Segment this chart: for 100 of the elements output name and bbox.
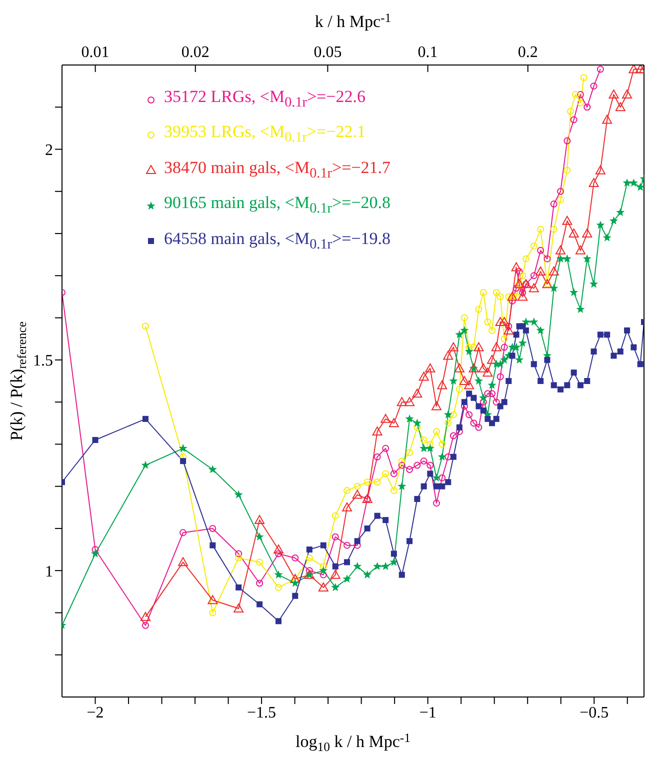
point: [275, 584, 282, 591]
point: [575, 245, 586, 254]
point: [459, 376, 470, 385]
point: [398, 458, 406, 465]
point: [382, 444, 390, 452]
point: [454, 363, 464, 372]
point: [432, 500, 440, 507]
point: [499, 317, 510, 326]
point: [536, 266, 546, 276]
point: [342, 502, 352, 512]
x2-tick-label: 0.1: [418, 44, 438, 61]
point: [404, 397, 415, 406]
point: [142, 322, 149, 330]
point: [576, 90, 584, 98]
point: [550, 200, 558, 208]
point: [256, 580, 264, 587]
point: [209, 524, 216, 532]
legend-label: 90165 main gals, <M$_{0.1r}$>=−20.8: [164, 192, 391, 219]
point: [505, 322, 512, 330]
x-tick-label: −1.5: [247, 704, 276, 722]
x2-tick-label: 0.05: [314, 44, 342, 61]
point: [420, 458, 428, 465]
y-tick-label: 1.5: [33, 352, 53, 370]
point: [388, 418, 399, 428]
point: [567, 108, 574, 115]
point: [466, 344, 473, 351]
point: [557, 196, 564, 204]
point: [537, 246, 544, 254]
point: [519, 272, 526, 280]
point: [235, 550, 242, 558]
point: [570, 116, 578, 124]
point: [380, 414, 391, 423]
point: [491, 342, 502, 352]
point: [504, 325, 514, 334]
point: [438, 474, 446, 482]
point: [518, 292, 528, 301]
point: [475, 424, 482, 431]
point: [548, 266, 559, 276]
point: [628, 65, 639, 74]
x-tick-label: −2: [86, 704, 104, 722]
point: [582, 228, 592, 238]
point: [537, 226, 544, 233]
point: [254, 515, 265, 524]
point: [390, 487, 398, 494]
point: [635, 65, 644, 74]
point: [464, 380, 474, 390]
point: [437, 380, 448, 390]
point: [374, 478, 381, 486]
x2-tick-label: 0.2: [518, 44, 538, 61]
point: [208, 595, 218, 604]
point: [426, 440, 434, 448]
point: [608, 89, 619, 98]
point: [478, 363, 488, 372]
point: [396, 397, 407, 406]
point: [602, 114, 612, 124]
point: [562, 216, 572, 225]
point: [235, 554, 242, 562]
point: [492, 289, 500, 296]
point: [564, 137, 571, 144]
point: [320, 571, 327, 578]
point: [450, 432, 457, 440]
point: [596, 66, 604, 73]
point: [530, 272, 538, 280]
point: [420, 436, 428, 444]
point: [484, 390, 492, 398]
point: [432, 428, 440, 436]
legend-label: 39953 LRGs, <M$_{0.1r}$>=−22.1: [164, 121, 366, 148]
point: [431, 401, 442, 410]
point: [460, 314, 468, 322]
point: [564, 166, 571, 174]
legend-label: 35172 LRGs, <M$_{0.1r}$>=−22.6: [164, 86, 366, 112]
point: [488, 326, 496, 334]
point: [500, 344, 508, 351]
point: [496, 293, 504, 300]
x2-tick-label: 0.02: [181, 44, 210, 61]
point: [474, 342, 484, 352]
point: [426, 462, 434, 469]
point: [398, 462, 406, 469]
point: [292, 554, 299, 562]
point: [444, 420, 452, 427]
point: [475, 306, 482, 313]
x-tick-label: −1: [419, 704, 436, 722]
point: [528, 283, 539, 292]
point: [425, 363, 436, 372]
point: [256, 558, 264, 566]
point: [92, 546, 99, 554]
point: [580, 74, 588, 82]
point: [482, 368, 493, 377]
point: [480, 289, 487, 296]
point: [496, 373, 504, 380]
point: [470, 420, 478, 427]
point: [584, 104, 591, 111]
x2-axis-title: k / h Mpc$^{-1}$: [314, 10, 392, 31]
point: [480, 398, 487, 406]
point: [484, 318, 492, 326]
legend-label: 38470 main gals, <M$_{0.1r}$>=−21.7: [164, 156, 391, 184]
point: [352, 490, 362, 499]
point: [418, 372, 429, 381]
point: [374, 453, 381, 460]
point: [588, 178, 599, 187]
